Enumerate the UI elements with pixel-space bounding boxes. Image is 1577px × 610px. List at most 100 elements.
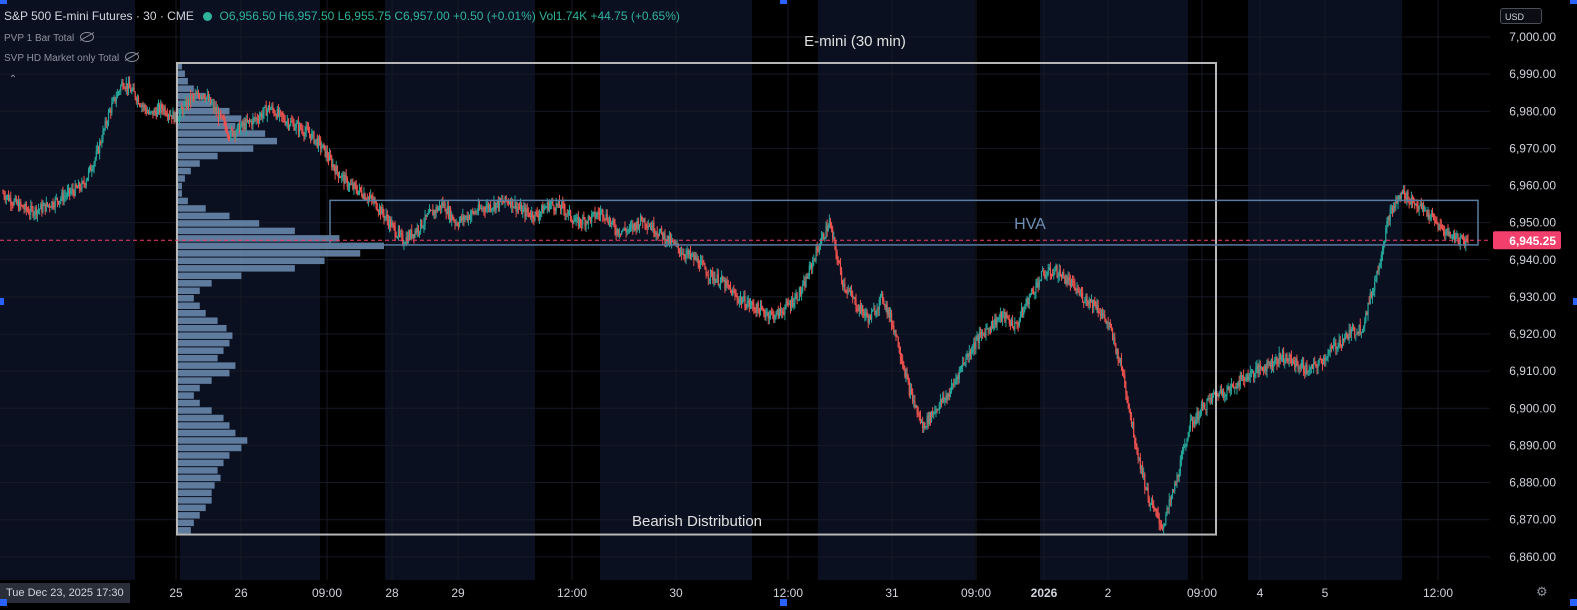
resize-handle[interactable]	[780, 599, 787, 606]
candle-body	[1164, 523, 1166, 527]
currency-selector[interactable]: USD	[1500, 8, 1542, 24]
candle-body	[43, 203, 45, 207]
candle-body	[1284, 361, 1286, 363]
candle-body	[955, 379, 957, 381]
candle-body	[410, 230, 412, 239]
candle-body	[998, 317, 1000, 319]
candle-body	[291, 121, 293, 123]
chevron-up-icon[interactable]: ⌃	[8, 74, 18, 85]
candle-body	[1308, 368, 1310, 373]
candle-body	[1230, 384, 1233, 389]
candle-body	[873, 308, 875, 310]
candle-body	[1217, 394, 1219, 397]
price-tick-label: 6,990.00	[1509, 67, 1556, 81]
candle-body	[355, 185, 357, 191]
candle-body	[1250, 371, 1253, 372]
candle-body	[744, 295, 746, 308]
symbol-title[interactable]: S&P 500 E-mini Futures · 30 · CME	[4, 9, 194, 23]
candle-body	[714, 277, 716, 283]
indicator-pvp[interactable]: PVP 1 Bar Total	[4, 32, 95, 44]
profile-bar	[176, 362, 236, 369]
candle-body	[1266, 360, 1268, 372]
gear-icon[interactable]: ⚙	[1536, 584, 1548, 599]
price-tick-label: 7,000.00	[1509, 30, 1556, 44]
candle-body	[415, 230, 417, 233]
candle-body	[568, 210, 571, 212]
candle-body	[1286, 354, 1288, 360]
candle-body	[935, 408, 937, 412]
session-band	[135, 0, 180, 580]
candle-body	[722, 276, 724, 282]
candle-body	[420, 219, 422, 232]
candle-body	[1190, 419, 1193, 421]
candle-body	[1343, 338, 1345, 342]
candle-body	[784, 307, 786, 314]
candle-body	[913, 400, 915, 402]
candle-body	[809, 264, 812, 266]
candle-body	[71, 188, 73, 192]
candle-body	[232, 129, 234, 136]
candle-body	[458, 220, 461, 226]
resize-handle[interactable]	[780, 0, 787, 4]
candle-body	[724, 279, 726, 289]
candle-body	[656, 232, 658, 235]
candle-body	[846, 290, 848, 293]
candle-body	[494, 202, 496, 210]
candle-body	[1295, 358, 1297, 368]
profile-bar	[176, 474, 221, 482]
candle-body	[1297, 363, 1299, 369]
candle-body	[552, 201, 554, 206]
eye-off-icon[interactable]	[80, 32, 95, 42]
candle-body	[1183, 445, 1185, 451]
candle-body	[202, 94, 204, 98]
candle-body	[248, 120, 251, 122]
candle-body	[321, 147, 323, 149]
candle-body	[898, 347, 900, 353]
candle-body	[915, 405, 917, 408]
candle-body	[233, 132, 235, 136]
candle-body	[1260, 368, 1263, 369]
candle-body	[435, 207, 437, 214]
resize-handle[interactable]	[0, 298, 4, 305]
candle-body	[527, 212, 529, 214]
resize-handle[interactable]	[0, 599, 7, 606]
candle-body	[986, 328, 988, 330]
candle-body	[1466, 239, 1468, 240]
candle-body	[1139, 457, 1141, 470]
candle-body	[1022, 308, 1024, 316]
candle-body	[602, 209, 604, 217]
candle-body	[213, 103, 215, 110]
resize-handle[interactable]	[1570, 599, 1577, 606]
eye-off-icon[interactable]	[125, 52, 140, 62]
candle-body	[842, 280, 844, 287]
candle-body	[723, 279, 725, 282]
candle-body	[1334, 342, 1336, 345]
indicator-svp[interactable]: SVP HD Market only Total	[4, 52, 140, 64]
candle-body	[1400, 191, 1402, 199]
candle-body	[478, 204, 481, 209]
candle-body	[1350, 328, 1352, 336]
candle-body	[79, 182, 81, 189]
candle-body	[1125, 387, 1127, 394]
candle-body	[1154, 508, 1156, 510]
candle-body	[701, 260, 703, 262]
candle-body	[840, 270, 843, 281]
candle-body	[1090, 299, 1093, 303]
candle-body	[642, 220, 644, 223]
candle-body	[1321, 363, 1324, 365]
time-tick-label: 09:00	[312, 586, 342, 600]
candle-body	[976, 336, 978, 341]
candle-body	[555, 203, 557, 211]
resize-handle[interactable]	[1573, 298, 1577, 305]
candle-body	[314, 139, 316, 144]
resize-handle[interactable]	[0, 0, 7, 4]
candle-body	[1459, 236, 1461, 244]
candle-body	[252, 118, 254, 126]
candle-body	[975, 340, 977, 349]
resize-handle[interactable]	[1570, 0, 1577, 4]
candle-body	[1444, 232, 1446, 235]
session-band	[975, 0, 1040, 580]
candle-body	[1279, 352, 1281, 360]
